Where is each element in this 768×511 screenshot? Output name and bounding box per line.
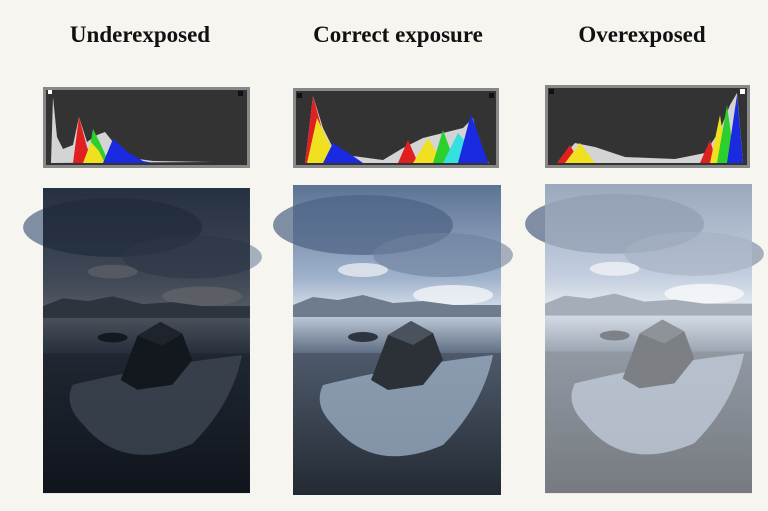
heading: Overexposed (578, 22, 706, 47)
photo-overexposed (525, 184, 764, 493)
photo-correct (273, 185, 513, 495)
heading: Underexposed (70, 22, 210, 47)
heading: Correct exposure (313, 22, 483, 47)
photo-underexposed (23, 188, 262, 493)
histogram (545, 85, 750, 168)
page: Underexposed Correct exposure Overexpose… (0, 0, 768, 506)
histogram (293, 88, 499, 168)
comparison-graphic: Underexposed Correct exposure Overexpose… (0, 0, 768, 506)
histogram (43, 87, 250, 168)
